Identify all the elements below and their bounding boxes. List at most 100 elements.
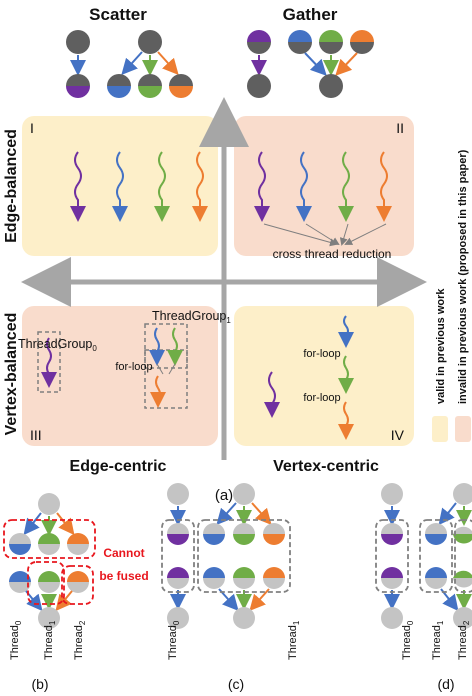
q2-thread-green: [338, 151, 354, 222]
c-thread0-label: Thread0: [167, 620, 181, 660]
c-right-bottom: [233, 607, 255, 629]
scatter-dest2-top: [138, 74, 162, 86]
caption-b: (b): [31, 676, 48, 692]
b-thread2-sub: 2: [78, 620, 87, 625]
c-r-n6-bottom: [263, 578, 285, 589]
subfigure-c: [161, 483, 291, 629]
quadrant-iii-panel: [22, 306, 218, 446]
b-n3-top: [67, 533, 89, 544]
scatter-dest1-bottom: [107, 86, 131, 98]
quadrant-ii-threads: [254, 151, 392, 247]
b-thread1-sub: 1: [48, 620, 57, 625]
scatter-right-source-node: [138, 30, 162, 54]
threadgroup0-text: ThreadGroup: [18, 337, 92, 351]
threadgroup0-sub: 0: [92, 344, 97, 353]
d-thread2-sub: 2: [462, 620, 471, 625]
col-label-vertex-centric: Vertex-centric: [273, 458, 379, 475]
b-n1-bottom: [9, 544, 31, 555]
threadgroup0-label: ThreadGroup0: [18, 337, 97, 353]
threadgroup0-box: [37, 331, 61, 393]
q3-for-loop-label: for-loop: [115, 361, 152, 373]
b-right-fuse-box: [61, 565, 94, 605]
legend-valid-swatch: [432, 416, 448, 442]
q2-thread-blue: [296, 151, 312, 222]
d-right-bottom: [453, 607, 472, 629]
q4-thread-purple: [264, 371, 280, 418]
c-r-n4-bottom: [203, 578, 225, 589]
b-thread1-text: Thread: [43, 625, 55, 660]
quadrant-iii-numeral: III: [30, 427, 42, 443]
d-left-root: [381, 483, 403, 505]
quadrant-iv-content: [264, 315, 354, 440]
scatter-title: Scatter: [89, 5, 147, 24]
b-thread2-text: Thread: [73, 625, 85, 660]
d-thread0-sub: 0: [406, 620, 415, 625]
c-thread0-box: [161, 519, 195, 593]
gather-left-dest-node: [247, 74, 271, 98]
b-n1-top: [9, 533, 31, 544]
gather-left-src-top: [247, 30, 271, 42]
quadrant-i-numeral: I: [30, 120, 34, 136]
b-n4-bottom: [9, 582, 31, 593]
threadgroup1-sub: 1: [226, 316, 231, 325]
b-mid-fuse-box: [27, 561, 65, 605]
c-r-n1-top: [203, 523, 225, 534]
q2-reduce-line3: [339, 223, 349, 246]
b-edge-blue: [23, 512, 42, 536]
gather-graph: [247, 30, 374, 98]
scatter-left-dest-top: [66, 74, 90, 86]
c-left-n1-top: [167, 523, 189, 534]
c-left-root: [167, 483, 189, 505]
b-root-node: [38, 493, 60, 515]
scatter-dest2-bottom: [138, 86, 162, 98]
c-r-n3-bottom: [263, 534, 285, 545]
q1-thread-orange: [192, 151, 208, 222]
gather-src3-top: [350, 30, 374, 42]
gather-src1-bottom: [288, 42, 312, 54]
cannot-be-fused-line1: Cannot: [103, 546, 144, 560]
b-n6-bottom: [67, 582, 89, 593]
q3-merge-left: [156, 363, 164, 375]
d-thread1-label: Thread1: [431, 620, 445, 660]
gather-title: Gather: [283, 5, 338, 24]
gather-src2-bottom: [319, 42, 343, 54]
b-bottom-node: [38, 607, 60, 629]
c-r-n1-bottom: [203, 534, 225, 545]
gather-src3-bottom: [350, 42, 374, 54]
c-thread0-sub: 0: [172, 620, 181, 625]
d-right-root: [453, 483, 472, 505]
c-thread1-box: [197, 519, 291, 593]
threadgroup1-text: ThreadGroup: [152, 309, 226, 323]
d-left-n2-top: [381, 567, 403, 578]
c-r-n2-top: [233, 523, 255, 534]
quadrant-ii-panel: [234, 116, 414, 256]
scatter-left-dest-bottom: [66, 86, 90, 98]
q2-thread-orange: [376, 151, 392, 222]
c-r-n5-bottom: [233, 578, 255, 589]
b-edge2-orange: [55, 590, 73, 612]
c-left-n2-top: [167, 567, 189, 578]
scatter-edge-blue: [121, 51, 143, 75]
q2-reduce-line4: [344, 223, 387, 245]
c-left-n2-bottom: [167, 578, 189, 589]
legend-invalid-swatch: [455, 416, 471, 442]
q1-thread-blue: [112, 151, 128, 222]
b-n2-bottom: [38, 544, 60, 555]
d-r-n4-bottom: [425, 578, 447, 589]
c-r-n5-top: [233, 567, 255, 578]
q2-reduce-line1: [263, 223, 338, 247]
q4-thread-orange: [338, 401, 354, 440]
q3-thread-green: [167, 327, 183, 366]
c-right-edge-blue: [216, 502, 237, 525]
scatter-graph: [66, 30, 193, 98]
b-n5-top: [38, 571, 60, 582]
col-label-edge-centric: Edge-centric: [70, 458, 167, 475]
caption-d: (d): [437, 676, 454, 692]
b-thread0-label: Thread0: [9, 620, 23, 660]
d-thread2-text: Thread: [457, 625, 469, 660]
cannot-be-fused-line2: be fused: [99, 569, 148, 583]
c-thread1-text: Thread: [287, 625, 299, 660]
c-thread1-label: Thread1: [287, 620, 301, 660]
gather-left-src-bottom: [247, 42, 271, 54]
